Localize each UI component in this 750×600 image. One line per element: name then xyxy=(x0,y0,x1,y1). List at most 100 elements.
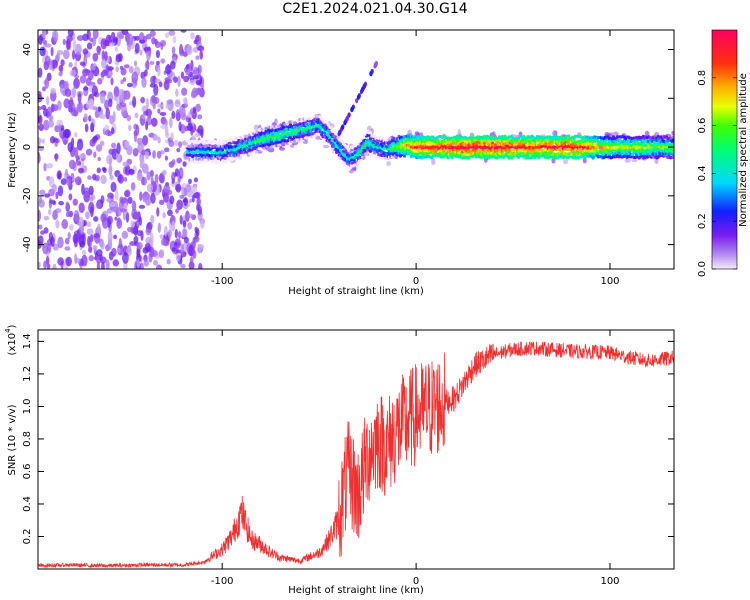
heatmap-noise-cell xyxy=(145,200,150,206)
heatmap-noise-cell xyxy=(195,79,202,86)
heatmap-noise-cell xyxy=(124,91,130,99)
heatmap-noise-cell xyxy=(96,45,102,54)
heatmap-noise-cell xyxy=(115,66,119,73)
heatmap-noise-cell xyxy=(90,122,95,133)
heatmap-noise-cell xyxy=(143,47,151,52)
heatmap-noise-cell xyxy=(78,167,84,174)
heatmap-noise-cell xyxy=(69,69,77,77)
heatmap-streak-cell xyxy=(355,98,359,104)
heatmap-noise-cell xyxy=(176,249,183,254)
colorbar-scale xyxy=(711,29,738,270)
heatmap-noise-cell xyxy=(60,178,67,185)
heatmap-noise-cell xyxy=(41,138,45,144)
heatmap-noise-cell xyxy=(88,254,94,262)
chart-title: C2E1.2024.021.04.30.G14 xyxy=(282,1,468,17)
heatmap-noise-cell xyxy=(67,142,74,153)
heatmap-noise-cell xyxy=(57,185,64,197)
heatmap-noise-cell xyxy=(187,122,193,132)
heatmap-ridge-cell xyxy=(671,138,674,142)
heatmap-noise-cell xyxy=(145,33,152,40)
heatmap-noise-cell xyxy=(170,132,174,141)
heatmap-noise-cell xyxy=(88,201,95,214)
heatmap-ridge-cell xyxy=(552,136,556,141)
heatmap-noise-cell xyxy=(88,240,92,248)
heatmap-noise-cell xyxy=(173,76,178,83)
heatmap-noise-cell xyxy=(178,105,184,116)
heatmap-noise-cell xyxy=(109,201,115,208)
heatmap-noise-cell xyxy=(169,195,175,205)
heatmap-noise-cell xyxy=(111,142,117,149)
heatmap-noise-cell xyxy=(106,208,112,214)
heatmap-noise-cell xyxy=(159,234,164,239)
heatmap-noise-cell xyxy=(113,36,119,43)
heatmap-noise-cell xyxy=(70,109,78,117)
snr-y-tick-label: 1.2 xyxy=(22,366,33,382)
heatmap-noise-cell xyxy=(78,224,85,235)
heatmap-noise-cell xyxy=(72,233,78,244)
heatmap-noise-cell xyxy=(156,207,160,217)
heatmap-noise-cell xyxy=(68,159,76,170)
heatmap-ridge-cell xyxy=(335,132,339,136)
heatmap-noise-cell xyxy=(122,161,130,167)
heatmap-noise-cell xyxy=(163,184,171,195)
heatmap-halo-cell xyxy=(253,124,259,131)
heatmap-noise-cell xyxy=(56,170,62,180)
heatmap-ridge-cell xyxy=(238,156,242,160)
heatmap-noise-cell xyxy=(176,147,181,153)
heatmap-noise-cell xyxy=(149,169,154,178)
heatmap-noise-cell xyxy=(57,257,64,266)
heatmap-noise-cell xyxy=(126,82,133,88)
heatmap-noise-cell xyxy=(172,35,177,44)
heatmap-noise-cell xyxy=(50,87,57,94)
heatmap-noise-cell xyxy=(175,183,182,193)
heatmap-noise-cell xyxy=(156,150,162,159)
heatmap-ridge-cell xyxy=(356,161,360,165)
heatmap-noise-cell xyxy=(164,119,168,127)
snr-y-multiplier: (x104) xyxy=(4,324,18,355)
heatmap-ridge-cell xyxy=(345,145,350,150)
heatmap-noise-cell xyxy=(68,62,73,68)
heatmap-noise-cell xyxy=(190,32,195,40)
heatmap-noise-cell xyxy=(152,259,158,266)
heatmap-noise-cell xyxy=(157,108,161,114)
snr-y-tick-label: 1.0 xyxy=(22,398,33,414)
heatmap-noise-cell xyxy=(38,67,43,78)
heatmap-noise-cell xyxy=(109,175,114,181)
heatmap-noise-cell xyxy=(177,231,182,239)
heatmap-noise-cell xyxy=(113,86,120,98)
heatmap-noise-cell xyxy=(179,170,184,177)
heatmap-noise-cell xyxy=(147,221,153,230)
heatmap-noise-cell xyxy=(81,183,85,196)
heatmap-noise-cell xyxy=(144,242,151,253)
heatmap-noise-cell xyxy=(171,46,176,55)
heatmap-noise-cell xyxy=(127,33,134,46)
heatmap-ridge-cell xyxy=(368,131,373,135)
heatmap-ridge-cell xyxy=(394,155,398,160)
heatmap-noise-cell xyxy=(45,256,50,265)
heatmap-ridge-cell xyxy=(381,136,385,140)
snr-x-label: Height of straight line (km) xyxy=(288,585,424,596)
heatmap-noise-cell xyxy=(87,70,94,81)
heatmap-halo-cell xyxy=(349,169,354,174)
heatmap-noise-cell xyxy=(114,216,118,221)
heatmap-halo-cell xyxy=(274,118,278,126)
heatmap-ridge-cell xyxy=(348,151,352,155)
heatmap-noise-cell xyxy=(121,30,129,36)
heatmap-noise-cell xyxy=(97,106,102,112)
heatmap-noise-cell xyxy=(65,201,70,211)
heatmap-noise-cell xyxy=(183,196,189,206)
heatmap-noise-cell xyxy=(72,49,76,60)
heatmap-noise-cell xyxy=(114,188,119,201)
heatmap-noise-cell xyxy=(64,246,71,251)
heatmap-noise-cell xyxy=(56,119,64,127)
heatmap-noise-cell xyxy=(48,114,54,122)
heatmap-ridge-cell xyxy=(329,126,333,130)
heatmap-noise-cell xyxy=(38,106,42,111)
heatmap-ridge-cell xyxy=(671,148,674,152)
heatmap-ridge-cell xyxy=(347,154,351,158)
heatmap-noise-cell xyxy=(92,135,98,142)
heatmap-noise-cell xyxy=(175,108,180,120)
heatmap-noise-cell xyxy=(166,99,173,105)
heatmap-noise-cell xyxy=(171,159,176,166)
heatmap-noise-cell xyxy=(53,30,59,43)
